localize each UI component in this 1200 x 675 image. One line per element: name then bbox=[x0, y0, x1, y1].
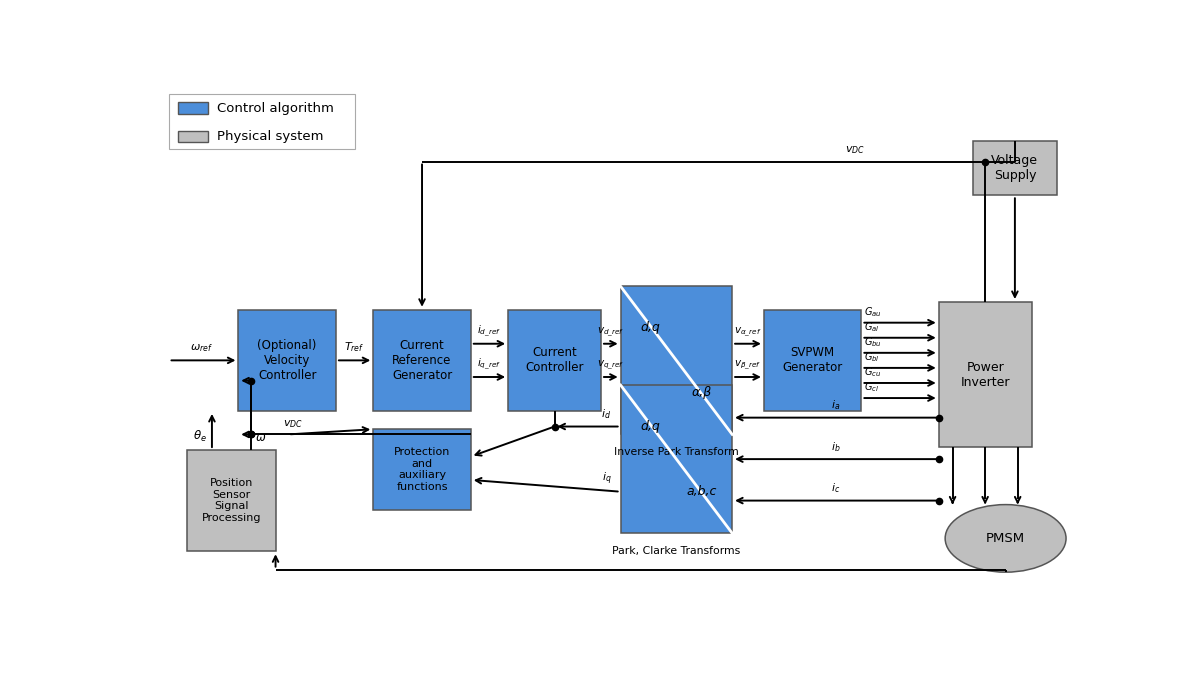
FancyBboxPatch shape bbox=[187, 450, 276, 551]
FancyBboxPatch shape bbox=[178, 103, 208, 114]
Text: Voltage
Supply: Voltage Supply bbox=[991, 154, 1038, 182]
FancyBboxPatch shape bbox=[764, 310, 862, 411]
Text: $i_c$: $i_c$ bbox=[830, 481, 840, 495]
Text: Position
Sensor
Signal
Processing: Position Sensor Signal Processing bbox=[202, 479, 262, 523]
Text: $\omega_{ref}$: $\omega_{ref}$ bbox=[190, 342, 212, 354]
Text: $v_{\alpha\_ref}$: $v_{\alpha\_ref}$ bbox=[734, 325, 762, 339]
Text: $G_{cu}$: $G_{cu}$ bbox=[864, 365, 882, 379]
FancyBboxPatch shape bbox=[373, 429, 470, 510]
Text: α,β: α,β bbox=[692, 387, 712, 400]
Text: d,q: d,q bbox=[641, 420, 660, 433]
Text: $G_{bl}$: $G_{bl}$ bbox=[864, 350, 880, 364]
Text: $i_d$: $i_d$ bbox=[601, 408, 611, 421]
Text: $v_{q\_ref}$: $v_{q\_ref}$ bbox=[598, 358, 624, 372]
Text: $v_{DC}$: $v_{DC}$ bbox=[845, 144, 865, 157]
FancyBboxPatch shape bbox=[178, 131, 208, 142]
Text: (Optional)
Velocity
Controller: (Optional) Velocity Controller bbox=[258, 339, 317, 382]
Text: $i_{q\_ref}$: $i_{q\_ref}$ bbox=[478, 356, 502, 372]
Text: $G_{bu}$: $G_{bu}$ bbox=[864, 335, 882, 349]
Text: $\omega$: $\omega$ bbox=[256, 431, 266, 443]
Text: SVPWM
Generator: SVPWM Generator bbox=[782, 346, 842, 375]
FancyBboxPatch shape bbox=[938, 302, 1032, 448]
FancyBboxPatch shape bbox=[620, 385, 732, 533]
Text: Inverse Park Transform: Inverse Park Transform bbox=[614, 448, 739, 458]
Text: $G_{al}$: $G_{al}$ bbox=[864, 320, 880, 333]
FancyBboxPatch shape bbox=[373, 310, 470, 411]
FancyBboxPatch shape bbox=[508, 310, 601, 411]
Text: PMSM: PMSM bbox=[986, 532, 1025, 545]
Text: Park, Clarke Transforms: Park, Clarke Transforms bbox=[612, 546, 740, 556]
Text: $G_{cl}$: $G_{cl}$ bbox=[864, 380, 880, 394]
Circle shape bbox=[946, 505, 1066, 572]
Text: d,q: d,q bbox=[641, 321, 660, 334]
Text: $i_a$: $i_a$ bbox=[830, 399, 840, 412]
Text: $T_{ref}$: $T_{ref}$ bbox=[344, 340, 365, 354]
Text: a,b,c: a,b,c bbox=[686, 485, 718, 498]
Text: Protection
and
auxiliary
functions: Protection and auxiliary functions bbox=[394, 447, 450, 492]
Text: Current
Controller: Current Controller bbox=[526, 346, 583, 375]
Text: Power
Inverter: Power Inverter bbox=[960, 360, 1010, 389]
FancyBboxPatch shape bbox=[620, 286, 732, 435]
Text: $v_{DC}$: $v_{DC}$ bbox=[283, 418, 304, 430]
FancyBboxPatch shape bbox=[973, 141, 1057, 195]
Text: $G_{au}$: $G_{au}$ bbox=[864, 304, 882, 319]
Text: $v_{\beta\_ref}$: $v_{\beta\_ref}$ bbox=[734, 358, 762, 372]
Text: Physical system: Physical system bbox=[217, 130, 324, 143]
Text: $i_{d\_ref}$: $i_{d\_ref}$ bbox=[478, 323, 502, 339]
Text: Control algorithm: Control algorithm bbox=[217, 101, 334, 115]
Text: Current
Reference
Generator: Current Reference Generator bbox=[392, 339, 452, 382]
Text: $i_q$: $i_q$ bbox=[601, 470, 611, 487]
FancyBboxPatch shape bbox=[168, 94, 355, 148]
Text: $v_{d\_ref}$: $v_{d\_ref}$ bbox=[598, 325, 624, 339]
FancyBboxPatch shape bbox=[239, 310, 336, 411]
Text: $\theta_e$: $\theta_e$ bbox=[193, 429, 208, 443]
Text: $i_b$: $i_b$ bbox=[830, 440, 840, 454]
